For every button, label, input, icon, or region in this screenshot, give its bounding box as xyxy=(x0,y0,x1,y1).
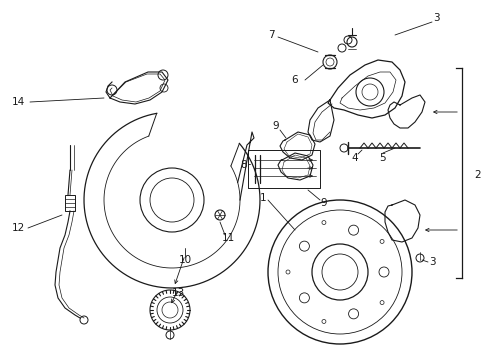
Text: 7: 7 xyxy=(267,30,274,40)
Text: 9: 9 xyxy=(272,121,279,131)
Text: 14: 14 xyxy=(11,97,24,107)
Text: 3: 3 xyxy=(432,13,438,23)
Text: 3: 3 xyxy=(428,257,434,267)
Text: 6: 6 xyxy=(291,75,298,85)
Text: 5: 5 xyxy=(379,153,386,163)
Text: 12: 12 xyxy=(11,223,24,233)
Text: 13: 13 xyxy=(171,288,184,298)
Text: 1: 1 xyxy=(259,193,266,203)
Text: 9: 9 xyxy=(320,198,326,208)
Bar xyxy=(65,195,75,211)
Text: 11: 11 xyxy=(221,233,234,243)
Text: 2: 2 xyxy=(474,170,480,180)
Text: 8: 8 xyxy=(240,160,247,170)
Text: 10: 10 xyxy=(178,255,191,265)
Text: 4: 4 xyxy=(351,153,358,163)
